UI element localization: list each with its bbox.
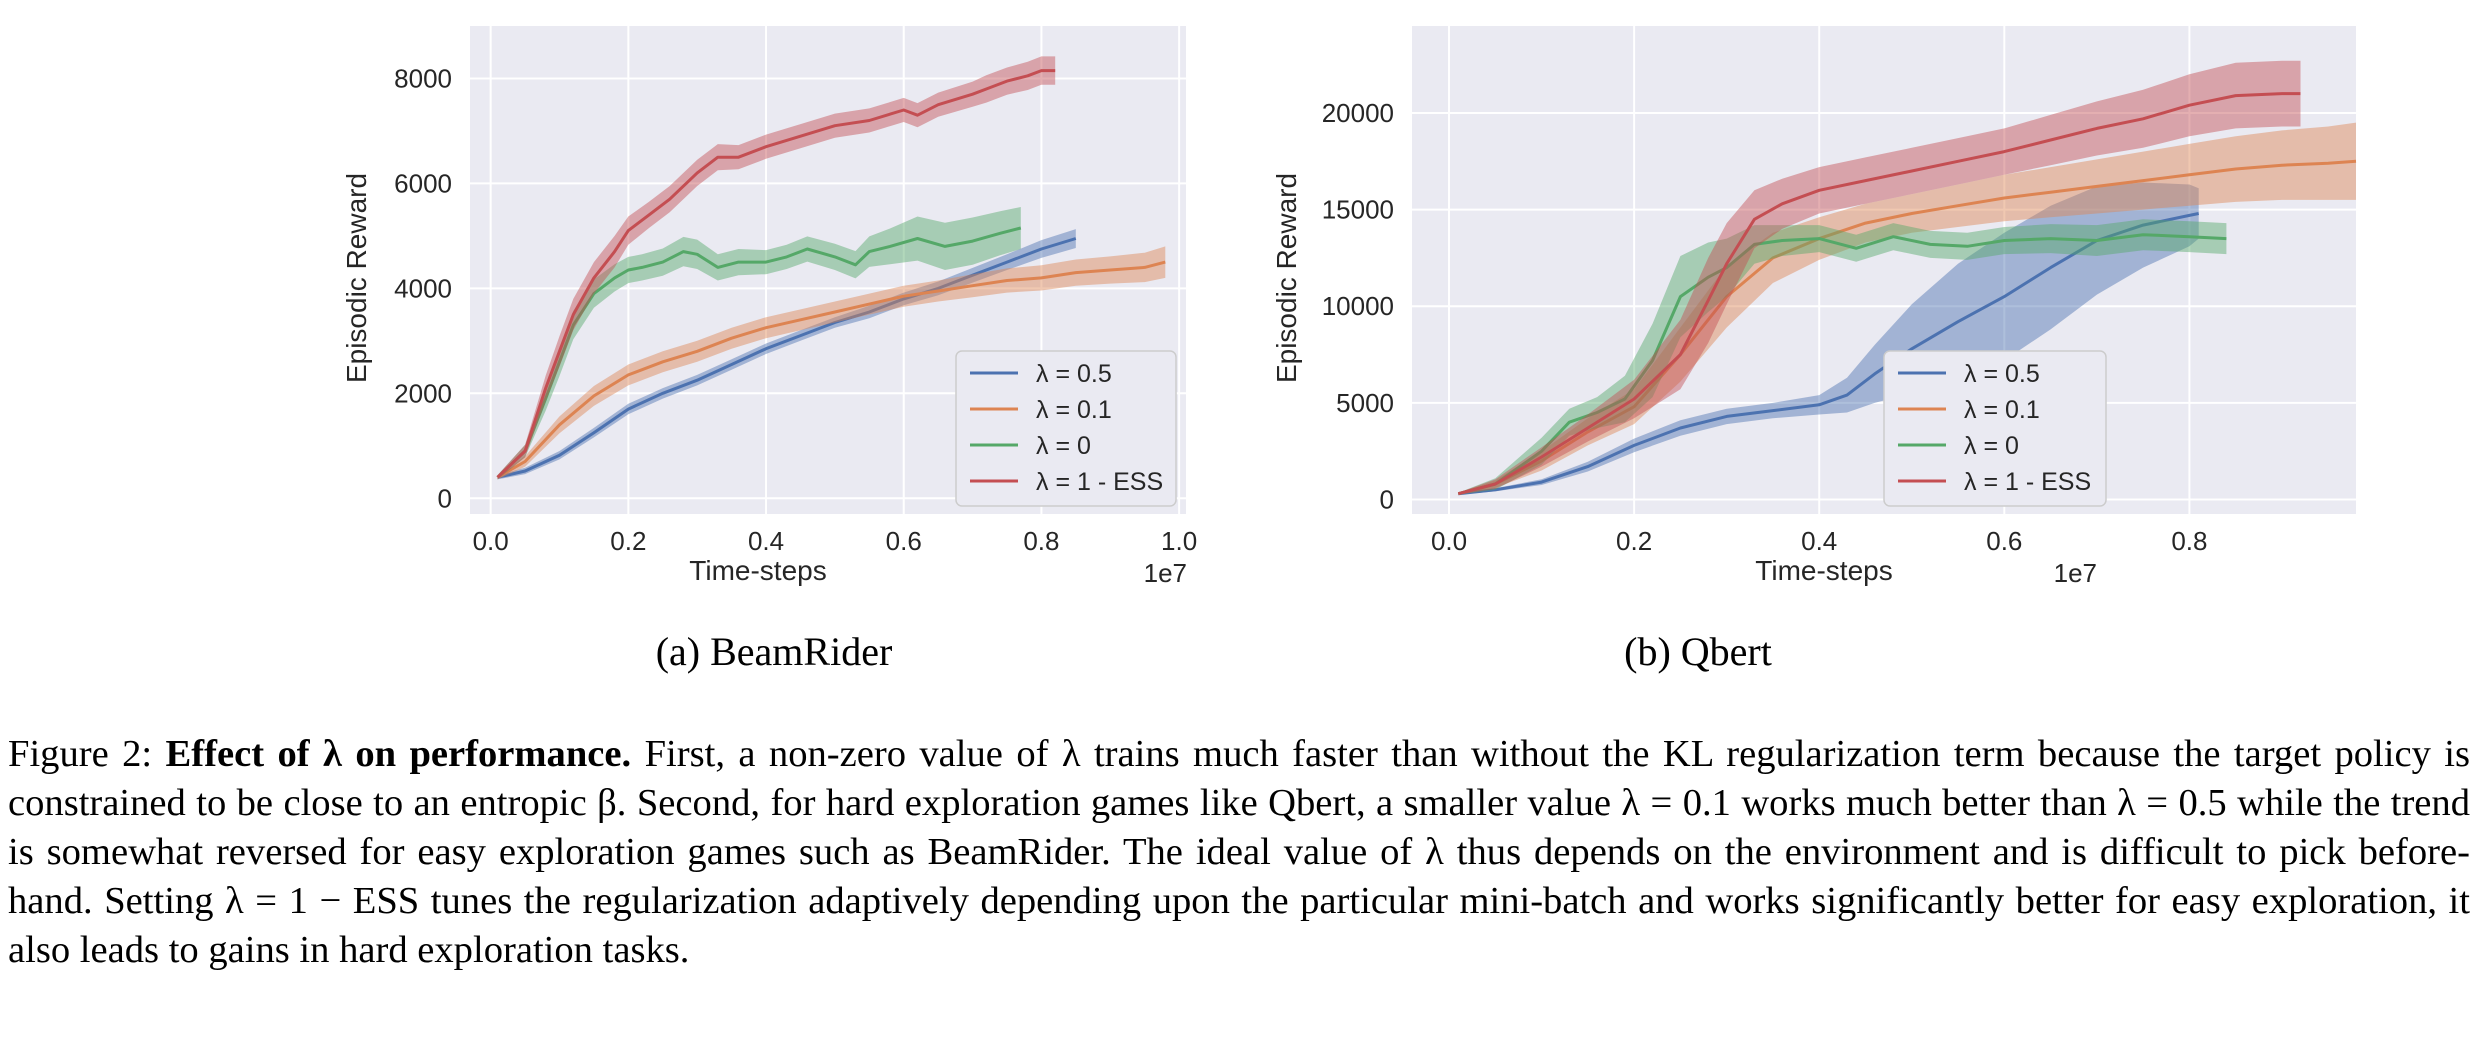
- chart-beamrider: 0.0 0.2 0.4 0.6 0.8 1.0 0 2000 4000 6000 8000 Time-…: [341, 26, 1197, 588]
- x-axis-multiplier: 1e7: [2054, 558, 2097, 588]
- y-axis-label: Episodic Reward: [1271, 173, 1302, 383]
- y-tick-label: 0: [1380, 485, 1394, 515]
- legend-label: λ = 0.1: [1036, 396, 1112, 424]
- x-axis-label: Time-steps: [1755, 555, 1892, 586]
- x-tick-label: 0.0: [473, 526, 509, 556]
- subcaption-qbert: (b) Qbert: [1624, 629, 1772, 674]
- caption-label: Figure 2:: [8, 733, 153, 775]
- legend-label: λ = 0: [1036, 432, 1091, 460]
- series-line: [1457, 92, 2301, 496]
- legend-box: [955, 350, 1177, 507]
- y-tick-label: 4000: [394, 273, 452, 303]
- x-tick-label: 0.2: [610, 526, 646, 556]
- y-tick-label: 10000: [1322, 291, 1394, 321]
- x-tick-label: 0.2: [1616, 526, 1652, 556]
- y-tick-label: 8000: [394, 63, 452, 93]
- series-line: [496, 69, 1056, 479]
- series-band: [1458, 219, 2227, 495]
- x-tick-label: 0.8: [2171, 526, 2207, 556]
- x-tick-label: 0.4: [1801, 526, 1837, 556]
- series-line: [1457, 159, 2357, 496]
- caption-body: First, a non-zero value of λ trains much…: [8, 733, 2470, 971]
- x-tick-label: 0.6: [886, 526, 922, 556]
- y-tick-label: 20000: [1322, 98, 1394, 128]
- y-axis-label: Episodic Reward: [341, 173, 372, 383]
- legend-label: λ = 1 - ESS: [1964, 468, 2091, 496]
- subcaption-beamrider: (a) BeamRider: [655, 629, 893, 674]
- x-tick-label: 0.8: [1023, 526, 1059, 556]
- y-tick-label: 2000: [394, 378, 452, 408]
- y-tick-label: 6000: [394, 168, 452, 198]
- x-tick-label: 0.0: [1431, 526, 1467, 556]
- series-band: [497, 207, 1021, 480]
- caption-bold-title: Effect of λ on performance.: [165, 733, 632, 775]
- series-band: [1458, 182, 2199, 495]
- y-tick-label: 0: [438, 483, 452, 513]
- y-tick-label: 5000: [1336, 388, 1394, 418]
- x-axis-label: Time-steps: [689, 555, 826, 586]
- legend-label: λ = 0.5: [1964, 360, 2040, 388]
- figure-caption: Figure 2: Effect of λ on performance. Fi…: [8, 730, 2470, 975]
- series-line: [496, 226, 1022, 479]
- legend-label: λ = 1 - ESS: [1036, 468, 1163, 496]
- legend-label: λ = 0.1: [1964, 396, 2040, 424]
- series-line: [1457, 233, 2227, 496]
- series-band: [497, 56, 1056, 480]
- chart-qbert: 0.0 0.2 0.4 0.6 0.8 0 5000 10000 15000 20000 Time-…: [1271, 26, 2357, 588]
- legend-label: λ = 0: [1964, 432, 2019, 460]
- series-line: [497, 237, 1077, 479]
- series-line: [496, 260, 1166, 479]
- legend-label: λ = 0.5: [1036, 360, 1112, 388]
- y-tick-label: 15000: [1322, 195, 1394, 225]
- series-band: [1458, 60, 2301, 495]
- x-tick-label: 1.0: [1161, 526, 1197, 556]
- x-axis-multiplier: 1e7: [1144, 558, 1187, 588]
- x-tick-label: 0.6: [1986, 526, 2022, 556]
- legend-box: [1883, 350, 2107, 507]
- x-tick-label: 0.4: [748, 526, 784, 556]
